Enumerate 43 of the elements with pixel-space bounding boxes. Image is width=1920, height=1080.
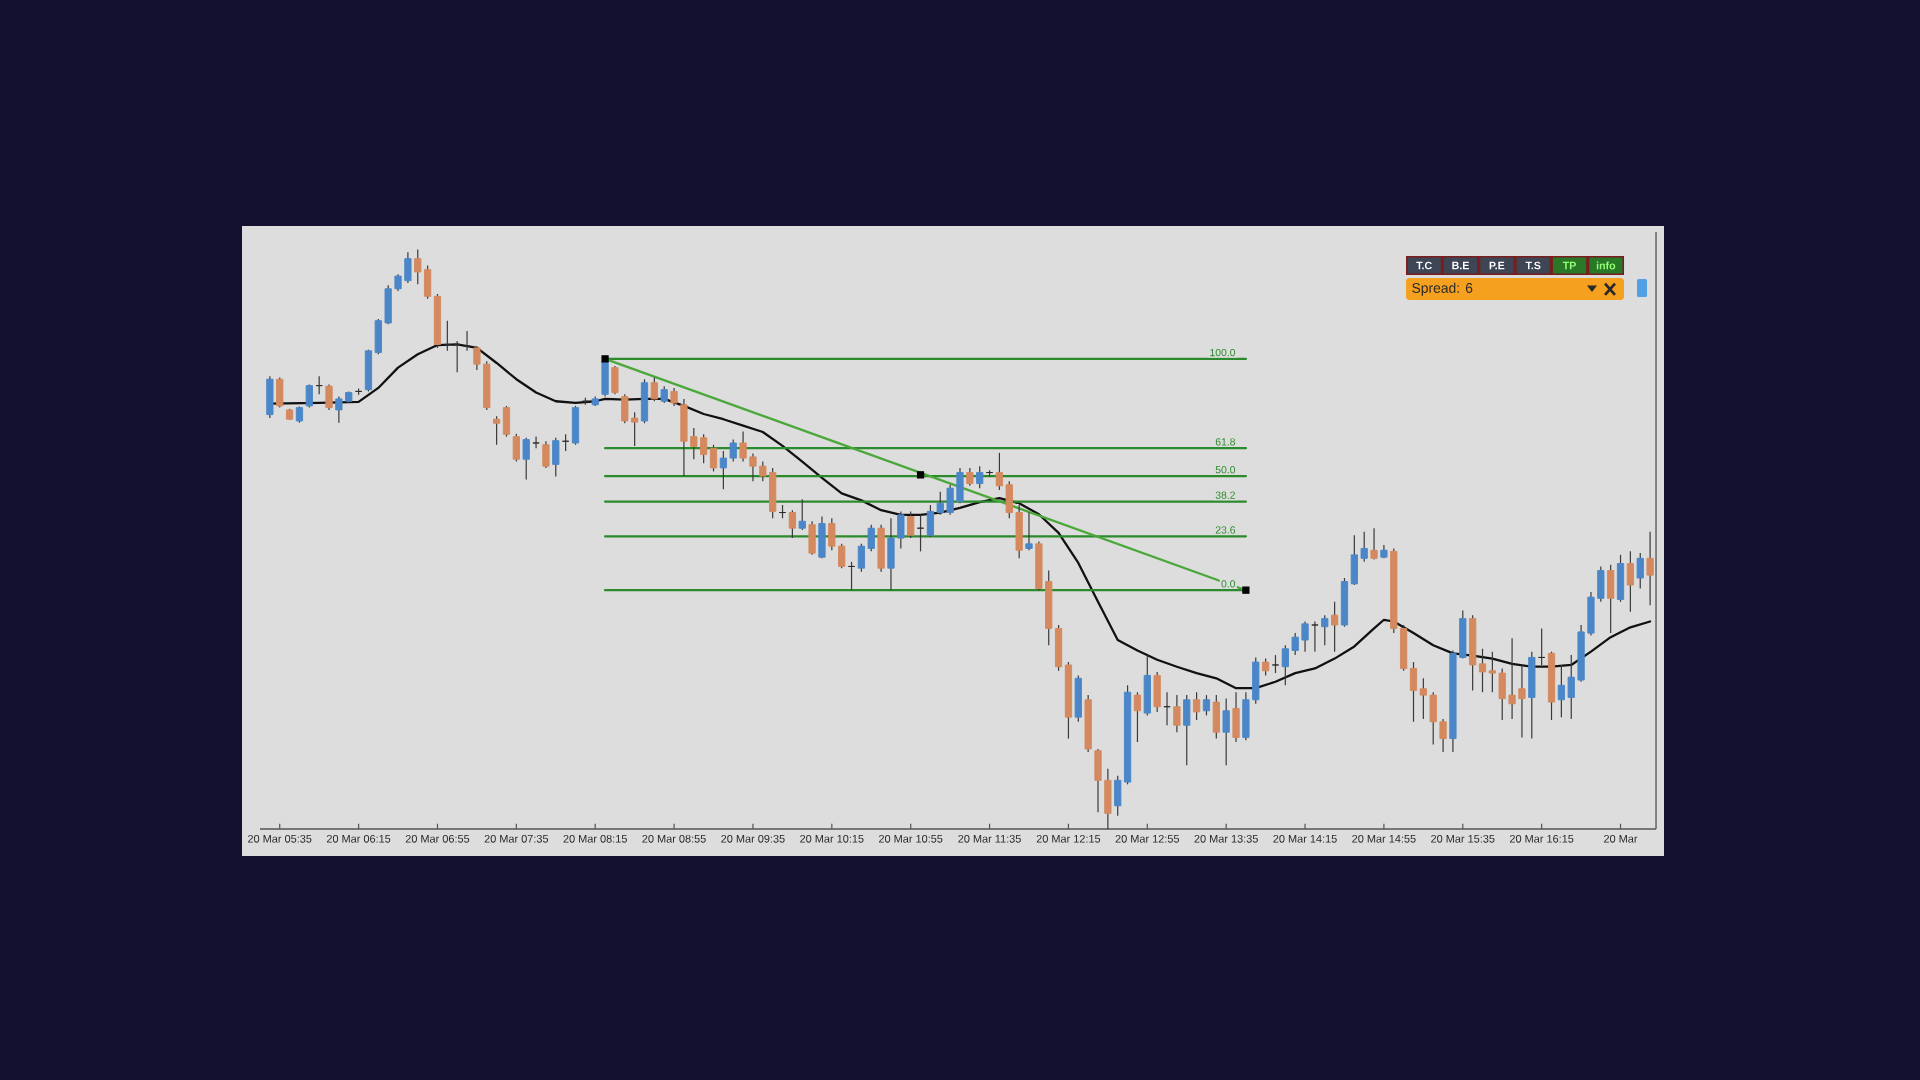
candlestick	[818, 515, 826, 559]
candlestick	[788, 509, 797, 539]
candlestick	[1321, 614, 1329, 646]
candlestick	[601, 358, 609, 398]
candlestick	[907, 510, 915, 539]
candlestick	[798, 498, 806, 531]
candlestick	[512, 433, 520, 463]
candlestick	[1143, 654, 1151, 717]
candlestick	[1636, 552, 1644, 590]
candlestick	[325, 383, 333, 411]
candlestick	[1025, 511, 1033, 551]
candlestick	[266, 375, 274, 419]
candlestick	[305, 383, 313, 409]
candlestick	[1202, 694, 1211, 717]
candlestick	[877, 524, 885, 573]
candlestick	[1173, 694, 1181, 733]
candlestick	[1192, 691, 1201, 721]
candlestick	[1074, 674, 1082, 723]
candlestick	[1232, 691, 1240, 743]
candlestick	[1370, 527, 1378, 561]
candlestick	[1331, 601, 1339, 653]
candlestick	[1133, 691, 1142, 743]
candlestick	[611, 365, 619, 395]
candlestick	[532, 436, 540, 449]
candlestick	[1646, 531, 1654, 606]
candlestick	[1626, 550, 1635, 613]
candlestick	[571, 405, 580, 446]
candlestick	[276, 376, 284, 409]
candlestick	[976, 465, 984, 489]
candlestick	[552, 437, 560, 478]
candlestick	[1212, 694, 1220, 740]
candlestick	[1183, 694, 1191, 766]
candlestick	[808, 520, 816, 556]
candlestick	[522, 437, 530, 481]
candlestick	[1311, 620, 1319, 653]
candlestick	[542, 440, 550, 469]
candlestick	[1222, 697, 1230, 766]
candlestick	[640, 378, 649, 424]
candlestick	[1153, 671, 1161, 713]
candlestick	[1528, 651, 1536, 740]
candlestick	[1607, 564, 1615, 634]
candlestick	[1616, 554, 1625, 603]
candlestick	[650, 376, 658, 402]
